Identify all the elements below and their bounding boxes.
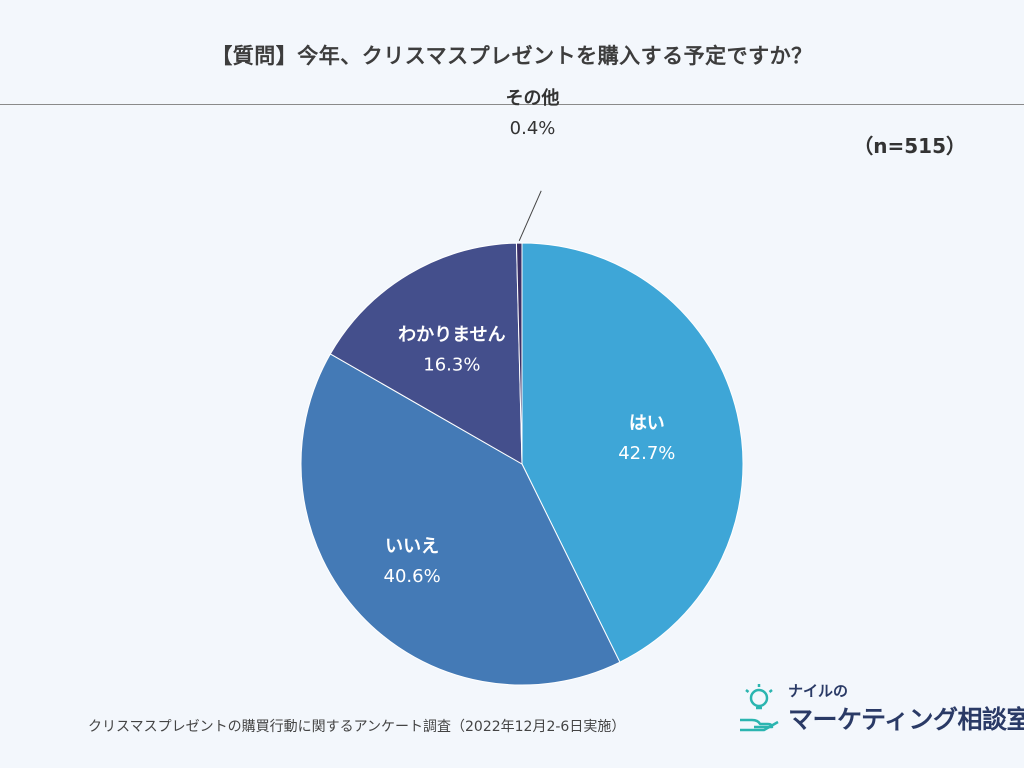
logo-main-word: マーケティング — [788, 705, 958, 734]
slice-label-name-1: いいえ — [385, 536, 439, 557]
source-note: クリスマスプレゼントの購買行動に関するアンケート調査（2022年12月2-6日実… — [88, 719, 626, 735]
slice-label-value-2: 16.3% — [423, 354, 480, 375]
sample-size: （n=515） — [853, 134, 966, 158]
slice-label-name-3: その他 — [506, 87, 560, 109]
logo-small-text: ナイルの — [788, 682, 849, 700]
slice-label-value-3: 0.4% — [510, 118, 556, 139]
pie-slice-3 — [515, 242, 523, 465]
leader-line-other — [518, 190, 542, 242]
logo-suffix: 相談室 — [957, 705, 1024, 734]
brand-logo[interactable]: ナイルの マーケティング相談室 — [736, 678, 1024, 738]
pie-slice-1 — [300, 353, 621, 686]
lightbulb-hand-icon — [740, 684, 779, 732]
slice-label-name-0: はい — [629, 413, 665, 434]
pie-slice-0 — [521, 242, 744, 663]
slice-label-value-1: 40.6% — [384, 566, 441, 587]
pie-slice-2 — [329, 242, 523, 465]
slice-label-value-0: 42.7% — [618, 443, 675, 464]
slice-label-name-2: わかりません — [398, 324, 505, 345]
title-divider — [0, 104, 1024, 105]
chart-title: 【質問】今年、クリスマスプレゼントを購入する予定ですか？ — [211, 44, 813, 68]
logo-main-text: マーケティング相談室 — [788, 700, 1024, 736]
